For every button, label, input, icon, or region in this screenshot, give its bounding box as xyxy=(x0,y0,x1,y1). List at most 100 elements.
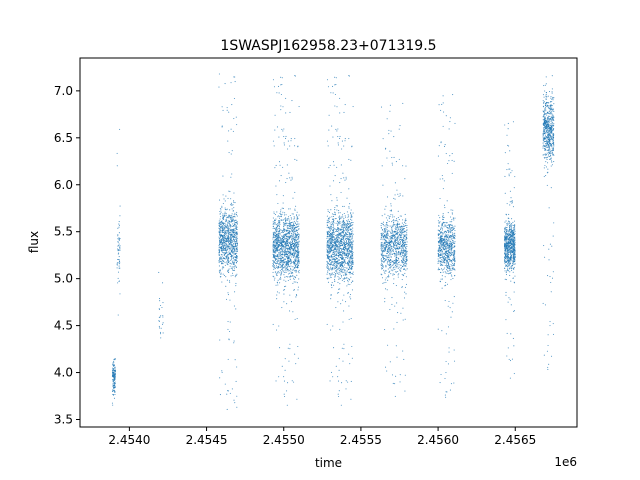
data-point xyxy=(346,270,348,272)
data-point xyxy=(279,215,281,217)
data-point xyxy=(327,263,329,265)
data-point xyxy=(337,248,339,250)
data-point xyxy=(326,238,328,240)
data-point xyxy=(289,241,291,243)
data-point xyxy=(276,294,278,296)
data-point xyxy=(393,197,395,199)
data-point xyxy=(380,244,382,246)
data-point xyxy=(117,227,119,229)
data-point xyxy=(349,241,351,243)
data-point xyxy=(236,249,238,251)
data-point xyxy=(334,242,336,244)
data-point xyxy=(381,262,383,264)
data-point xyxy=(224,227,226,229)
data-point xyxy=(340,276,343,278)
data-point xyxy=(225,214,227,216)
data-point xyxy=(118,260,121,262)
data-point xyxy=(452,94,454,96)
data-point xyxy=(230,255,233,258)
data-point xyxy=(343,249,345,251)
data-point xyxy=(345,233,347,235)
data-point xyxy=(389,243,391,245)
data-point xyxy=(328,255,331,258)
data-point xyxy=(112,367,114,369)
data-point xyxy=(337,128,339,130)
data-point xyxy=(295,293,297,296)
data-point xyxy=(294,353,296,355)
data-point xyxy=(327,220,329,222)
data-point xyxy=(445,238,447,240)
data-point xyxy=(329,251,331,254)
data-point xyxy=(286,243,288,245)
data-point xyxy=(398,226,400,228)
data-point xyxy=(295,281,297,283)
data-point xyxy=(232,240,234,242)
data-point xyxy=(232,256,234,258)
data-point xyxy=(387,261,389,263)
data-point xyxy=(394,260,397,262)
data-point xyxy=(218,244,220,246)
data-point xyxy=(232,228,235,230)
data-point xyxy=(236,232,238,234)
data-point xyxy=(350,238,352,240)
data-point xyxy=(295,276,297,278)
data-point xyxy=(395,228,397,230)
data-point xyxy=(297,246,299,248)
data-point xyxy=(278,347,281,349)
data-point xyxy=(403,224,405,226)
data-point xyxy=(341,221,343,223)
data-point xyxy=(399,246,401,248)
data-point xyxy=(453,349,455,351)
data-point xyxy=(298,234,300,236)
data-point xyxy=(289,214,291,217)
data-point xyxy=(286,276,289,278)
data-point xyxy=(394,244,396,246)
data-point xyxy=(329,241,331,243)
data-point xyxy=(226,243,228,245)
data-point xyxy=(344,234,346,236)
data-point xyxy=(348,240,350,242)
data-point xyxy=(400,227,402,229)
data-point xyxy=(381,251,384,253)
data-point xyxy=(230,267,232,269)
data-point xyxy=(293,289,295,291)
data-point xyxy=(221,261,223,263)
data-point xyxy=(346,220,348,222)
data-point xyxy=(283,223,285,225)
data-point xyxy=(236,366,238,368)
data-point xyxy=(402,241,404,243)
data-point xyxy=(113,364,115,366)
data-point xyxy=(295,226,297,228)
data-point xyxy=(335,242,337,244)
data-point xyxy=(382,248,384,250)
data-point xyxy=(291,213,293,215)
observation-cluster xyxy=(218,73,238,411)
data-point xyxy=(296,236,298,238)
data-point xyxy=(230,230,232,232)
data-point xyxy=(230,202,233,204)
data-point xyxy=(288,265,290,267)
data-point xyxy=(233,269,236,271)
data-point xyxy=(227,264,229,266)
data-point xyxy=(382,265,384,267)
data-point xyxy=(351,222,353,224)
data-point xyxy=(403,225,405,227)
data-point xyxy=(222,240,224,242)
data-point xyxy=(348,259,350,262)
data-point xyxy=(274,222,276,224)
data-point xyxy=(328,269,330,271)
data-point xyxy=(452,217,454,219)
data-point xyxy=(278,252,280,254)
data-point xyxy=(274,167,276,169)
data-point xyxy=(405,243,407,245)
data-point xyxy=(329,185,331,187)
observation-cluster xyxy=(272,75,300,406)
data-point xyxy=(294,257,296,259)
data-point xyxy=(231,251,234,253)
data-point xyxy=(330,241,332,243)
data-point xyxy=(397,270,399,273)
data-point xyxy=(234,238,236,240)
data-point xyxy=(272,240,274,242)
data-point xyxy=(336,130,338,132)
data-point xyxy=(292,197,294,199)
